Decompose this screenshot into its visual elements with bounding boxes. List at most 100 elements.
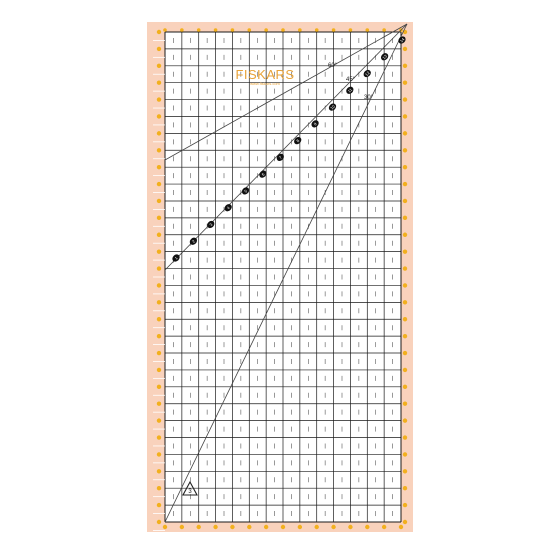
edge-dot-bottom <box>162 524 168 530</box>
edge-dot-right <box>402 502 408 508</box>
edge-dot-bottom <box>213 524 218 530</box>
edge-dot-bottom <box>381 524 387 530</box>
diagonal-marker-label: 3 <box>208 221 214 227</box>
edge-dot-left <box>156 198 162 204</box>
edge-dot-top <box>331 28 336 32</box>
edge-dot-left <box>156 63 162 68</box>
edge-dot-top <box>298 28 302 32</box>
edge-dot-right <box>402 317 408 322</box>
edge-dot-right <box>402 249 408 254</box>
diagonal-marker-shape <box>189 237 198 245</box>
edge-dot-left <box>156 232 162 237</box>
angle-lines <box>164 23 408 523</box>
edge-dot-right <box>402 283 408 288</box>
diagonal-marker: 3 <box>207 220 215 229</box>
edge-dot-right <box>402 80 408 85</box>
diagonal-marker-shape <box>276 153 284 162</box>
svg-text:3: 3 <box>188 489 192 495</box>
diagonal-marker-label: 10 <box>329 103 336 110</box>
edge-dot-left <box>156 80 162 85</box>
edge-dot-right <box>402 63 408 68</box>
diagonal-marker: 13 <box>380 53 389 61</box>
edge-dot-right <box>402 164 408 170</box>
edge-dot-left <box>156 333 162 339</box>
edge-dot-bottom <box>297 524 303 530</box>
edge-tick-marks <box>153 28 408 531</box>
edge-dot-left <box>156 317 162 322</box>
diagonal-marker-shape <box>294 136 302 145</box>
edge-dot-left <box>156 469 162 474</box>
edge-dot-right <box>402 367 408 373</box>
diagonal-marker-label: 9 <box>313 121 319 127</box>
edge-dot-right <box>402 232 408 237</box>
edge-dot-right <box>402 198 408 204</box>
edge-dot-top <box>264 28 268 32</box>
edge-dot-top <box>314 28 319 32</box>
diagonal-marker: 5 <box>241 187 250 195</box>
edge-dot-left <box>156 401 162 406</box>
edge-dot-top <box>382 28 386 32</box>
edge-dot-right <box>402 435 408 440</box>
edge-dot-bottom <box>398 524 404 530</box>
edge-dot-left <box>156 46 162 52</box>
edge-dot-right <box>402 181 408 187</box>
edge-dot-right <box>402 148 408 153</box>
edge-dot-bottom <box>263 524 269 530</box>
edge-dot-left <box>156 350 162 356</box>
edge-dot-bottom <box>331 524 336 530</box>
angle-line-30 <box>164 23 408 161</box>
edge-dot-bottom <box>196 524 201 530</box>
edge-dot-right <box>402 131 408 136</box>
edge-dot-left <box>156 29 162 35</box>
recycle-icon: 3 <box>182 480 198 496</box>
edge-dot-left <box>156 452 162 457</box>
edge-dot-right <box>402 215 408 221</box>
diagonal-marker-shape <box>363 69 371 78</box>
edge-dot-left <box>156 486 162 491</box>
edge-dot-bottom <box>348 524 353 530</box>
edge-dot-left <box>156 300 162 305</box>
edge-dot-top <box>281 28 285 32</box>
diagonal-marker-shape <box>207 220 215 229</box>
diagonal-marker-label: 5 <box>243 188 249 194</box>
diagonal-marker-shape <box>398 36 406 44</box>
angle-60-label: 60° <box>328 63 338 69</box>
edge-dot-bottom <box>280 524 286 530</box>
edge-dot-top <box>365 28 370 32</box>
angle-30-label: 30° <box>364 95 374 101</box>
edge-dot-left <box>156 435 162 440</box>
edge-dot-right <box>402 97 408 102</box>
diagonal-marker: 8 <box>294 136 302 145</box>
diagonal-marker-label: 13 <box>381 53 388 60</box>
edge-dot-top <box>180 28 184 32</box>
edge-dot-top <box>196 28 201 32</box>
diagonal-marker-shape <box>346 86 354 94</box>
diagonal-marker-shape <box>328 103 337 111</box>
diagonal-marker: 10 <box>328 103 337 111</box>
edge-dot-left <box>156 131 162 136</box>
edge-dot-left <box>156 114 162 119</box>
diagonal-marker: 2 <box>189 237 198 245</box>
edge-dot-right <box>402 469 408 474</box>
angle-45-label: 45° <box>346 77 356 83</box>
edge-dot-left <box>156 148 162 153</box>
diagonal-marker-label: 8 <box>295 138 301 144</box>
edge-dot-left <box>156 249 162 254</box>
diagonal-marker-shape <box>311 120 319 128</box>
edge-dot-left <box>156 266 162 271</box>
diagonal-marker: 9 <box>311 120 319 128</box>
measurement-grid <box>164 31 402 523</box>
edge-dot-right <box>402 266 408 271</box>
edge-dot-right <box>402 114 408 119</box>
diagonal-marker: 12 <box>363 69 371 78</box>
edge-dot-bottom <box>247 524 252 530</box>
diagonal-marker: 4 <box>224 204 232 212</box>
diagonal-marker: 6 <box>259 170 267 178</box>
diagonal-marker: 11 <box>346 86 354 94</box>
edge-dot-right <box>402 418 408 423</box>
edge-dot-left <box>156 519 162 525</box>
angle-line-60 <box>164 23 408 523</box>
edge-dot-right <box>402 519 408 525</box>
